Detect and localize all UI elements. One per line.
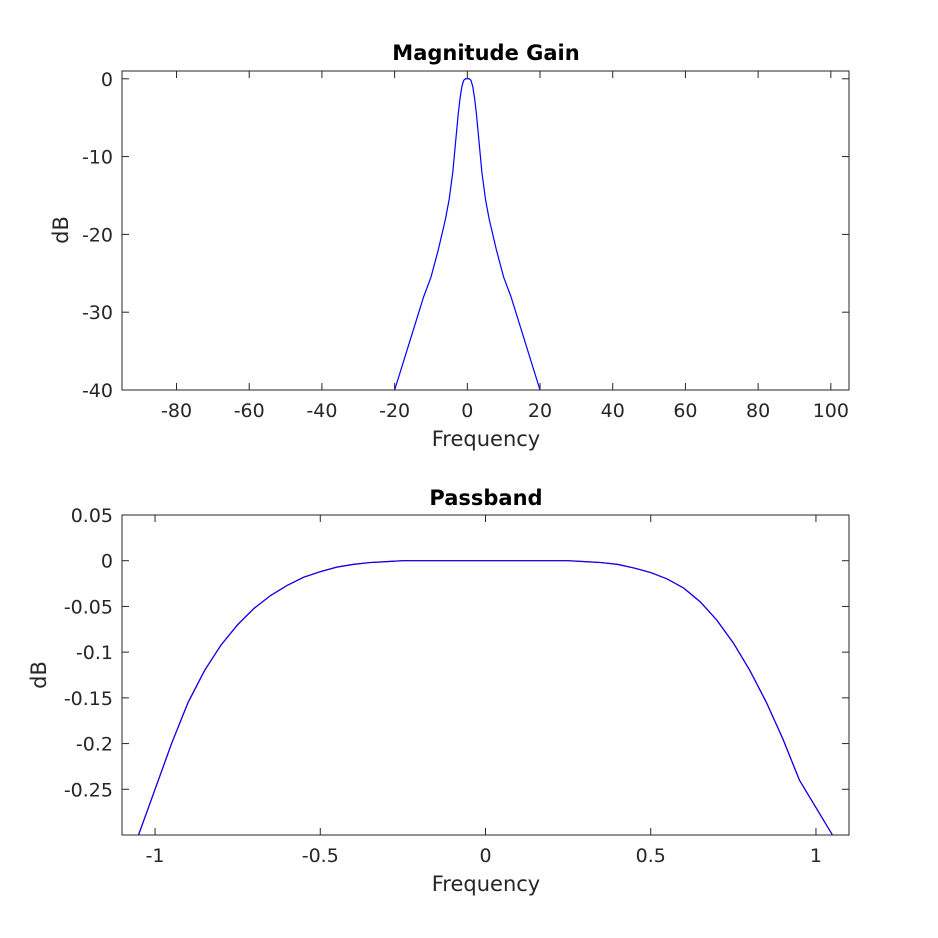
x-tick-label: 60	[673, 400, 697, 422]
y-tick-label: -20	[82, 224, 113, 246]
x-tick-label: 40	[601, 400, 625, 422]
x-tick-label: -40	[306, 400, 337, 422]
y-tick-label: 0.05	[71, 505, 113, 527]
x-tick-label: 80	[746, 400, 770, 422]
x-tick-label: -1	[146, 845, 165, 867]
y-tick-label: 0	[101, 69, 113, 91]
passband-chart: Passband -1 -0.5 0 0.5 10.050-0.05-0.1-0.15-…	[27, 486, 850, 896]
passband-plot-area	[137, 560, 833, 836]
magnitude-gain-chart: Magnitude Gain -80 -60 -40 -20 0 20 40 60 80 100 0…	[49, 41, 850, 451]
magnitude-gain-axes-box	[121, 70, 850, 391]
magnitude-gain-x-axis-label: Frequency	[432, 427, 541, 451]
y-tick-label: -0.2	[76, 734, 113, 756]
y-tick-label: -0.15	[64, 688, 113, 710]
y-tick-label: -40	[82, 380, 113, 402]
y-tick-label: -0.05	[64, 596, 113, 618]
passband-ticks: -1 -0.5 0 0.5 1 0.05 0 -0.05 -0.1 -0.15 -0.2 -0.25	[64, 505, 849, 867]
magnitude-gain-series-line-1	[394, 78, 541, 391]
y-tick-label: 0	[101, 551, 113, 573]
x-tick-label: -80	[161, 400, 192, 422]
x-tick-label: 0.5	[636, 845, 666, 867]
x-tick-label: 100	[813, 400, 849, 422]
magnitude-gain-y-axis-label: dB	[49, 216, 73, 244]
y-tick-label: -0.25	[64, 779, 113, 801]
y-tick-label: -10	[82, 147, 113, 169]
x-tick-label: -20	[379, 400, 410, 422]
passband-x-axis-label: Frequency	[432, 872, 541, 896]
x-tick-label: -0.5	[302, 845, 339, 867]
y-tick-label: -30	[82, 302, 113, 324]
x-tick-label: 0	[461, 400, 473, 422]
magnitude-gain-plot-area	[394, 78, 541, 391]
passband-title: Passband	[429, 486, 542, 510]
passband-axes-box	[121, 514, 850, 836]
passband-y-axis-label: dB	[27, 661, 51, 689]
magnitude-gain-title: Magnitude Gain	[392, 41, 579, 65]
x-tick-label: 0	[479, 845, 491, 867]
passband-series-line-2	[137, 560, 833, 836]
magnitude-gain-ticks: -80 -60 -40 -20 0 20 40 60 80 100 0 -10 -20 -30 -40	[82, 69, 849, 422]
y-tick-label: -0.1	[76, 642, 113, 664]
x-tick-label: 1	[810, 845, 822, 867]
x-tick-label: 20	[528, 400, 552, 422]
x-tick-label: -60	[234, 400, 265, 422]
